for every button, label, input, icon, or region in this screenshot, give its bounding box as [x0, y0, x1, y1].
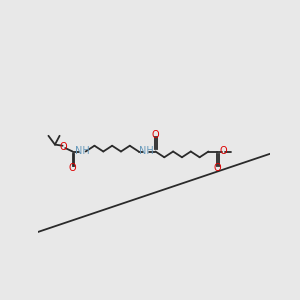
Text: O: O	[220, 146, 228, 157]
Text: O: O	[214, 163, 221, 173]
Text: NH: NH	[139, 146, 154, 157]
Text: NH: NH	[74, 146, 89, 157]
Text: O: O	[152, 130, 159, 140]
Text: O: O	[69, 163, 76, 173]
Text: O: O	[60, 142, 68, 152]
